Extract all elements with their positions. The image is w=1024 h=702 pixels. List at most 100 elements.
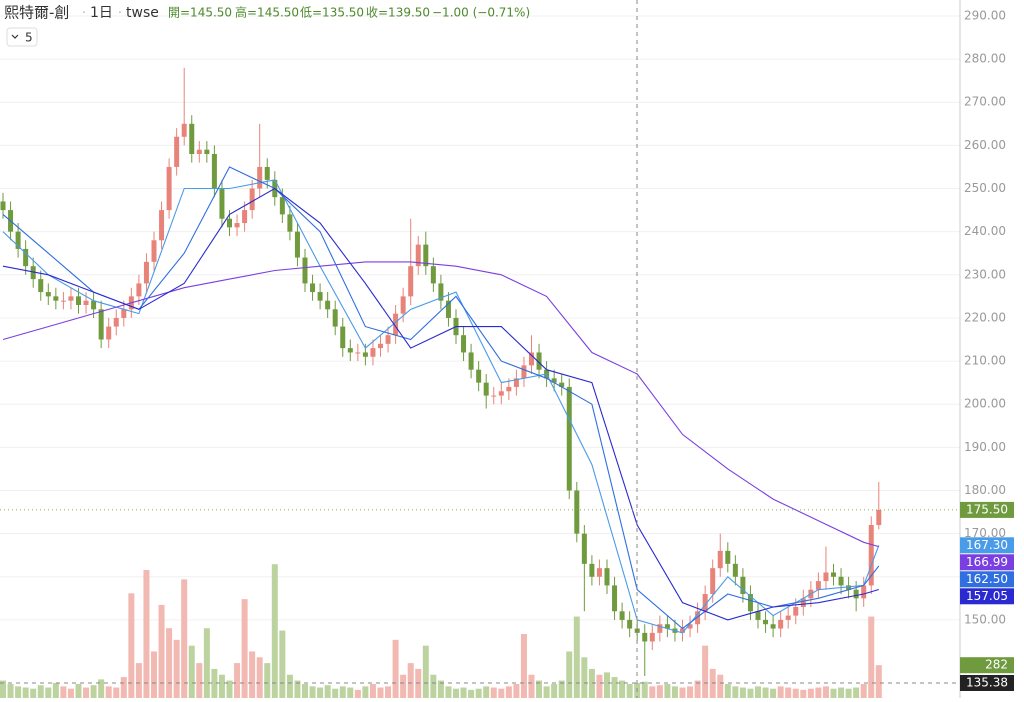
candle-body <box>30 266 36 280</box>
ma-line <box>2 187 879 621</box>
volume-bar <box>558 680 565 698</box>
candle-body <box>15 231 21 249</box>
volume-bar <box>505 686 512 698</box>
y-tick-label: 270.00 <box>964 95 1006 109</box>
candle-body <box>393 313 399 336</box>
ma-layer <box>2 166 880 634</box>
ma-value-label-bg <box>960 554 1014 571</box>
volume-bar <box>98 679 105 698</box>
header: 熙特爾-創 · 1日 · twse 開=145.50 高=145.50 低=13… <box>4 4 530 47</box>
volume-bar <box>279 630 286 698</box>
exchange: twse <box>126 5 159 21</box>
volume-bar <box>739 687 746 698</box>
candle-body <box>279 197 285 215</box>
volume-bar <box>271 564 278 698</box>
volume-bar <box>135 663 142 698</box>
ma-line <box>2 179 880 634</box>
volume-bar <box>619 680 626 698</box>
candle-body <box>732 563 738 577</box>
candle-body <box>566 386 572 491</box>
y-tick-label: 280.00 <box>964 52 1006 66</box>
volume-bar <box>158 604 165 698</box>
volume-bar <box>822 686 829 698</box>
open: 開=145.50 <box>168 6 232 20</box>
high: 高=145.50 <box>235 5 299 20</box>
candle-body <box>408 266 414 297</box>
volume-bar <box>573 616 580 698</box>
volume-bar <box>453 688 459 698</box>
crosshair-label-bg <box>960 674 1014 691</box>
volume-bar <box>400 674 407 698</box>
volume-bar <box>687 686 694 698</box>
volume-bar <box>543 686 550 698</box>
candle-body <box>800 598 806 607</box>
volume-bar <box>656 685 663 698</box>
volume-bar <box>717 674 724 698</box>
separator: · <box>118 6 122 20</box>
candle-body <box>506 386 512 392</box>
candle-body <box>257 166 263 189</box>
y-tick-label: 190.00 <box>964 440 1006 454</box>
volume-bar <box>60 686 67 698</box>
ma-value-label: 167.30 <box>966 538 1008 552</box>
volume-bar <box>422 645 429 698</box>
separator: · <box>82 6 86 20</box>
chevron-icon <box>11 34 19 39</box>
ma-value-label: 166.99 <box>966 555 1008 569</box>
volume-bar <box>596 674 603 698</box>
crosshair-label: 135.38 <box>966 675 1008 689</box>
candle-body <box>181 123 187 137</box>
candle-body <box>136 283 142 297</box>
candle-body <box>287 214 293 232</box>
candle-body <box>45 292 51 297</box>
volume-bar <box>626 684 633 698</box>
candle-body <box>211 154 217 189</box>
volume-bar <box>188 645 195 698</box>
candle-body <box>627 619 633 629</box>
volume-bar <box>566 651 573 698</box>
candle-body <box>438 283 444 301</box>
volume-bar <box>90 685 97 698</box>
candle-body <box>649 632 655 642</box>
symbol: 熙特爾-創 <box>4 4 69 22</box>
candle-body <box>400 296 406 314</box>
volume-bar <box>830 688 837 698</box>
volume-bar <box>679 687 686 698</box>
volume-bar <box>777 686 784 698</box>
candle-body <box>596 568 602 577</box>
y-tick-label: 210.00 <box>964 354 1006 368</box>
candle-body <box>83 300 89 305</box>
volume-bar <box>52 682 59 698</box>
volume-bar <box>249 651 256 698</box>
candle-body <box>189 123 195 155</box>
y-tick-label: 180.00 <box>964 483 1006 497</box>
candle-body <box>378 343 383 349</box>
candle-body <box>551 378 557 383</box>
candle-body <box>695 611 701 625</box>
volume-bar <box>838 687 845 698</box>
volume-bar <box>362 686 369 698</box>
candle-body <box>778 619 784 629</box>
candle-body <box>113 317 119 327</box>
volume-bar <box>536 680 543 698</box>
volume-bar <box>339 686 346 698</box>
ma-line <box>2 261 879 548</box>
candle-body <box>619 611 625 620</box>
volume-bar <box>113 687 120 698</box>
volume-bar <box>490 687 497 698</box>
candle-body <box>491 395 497 397</box>
ma-toggle[interactable] <box>6 27 38 47</box>
volume-bar <box>392 639 399 698</box>
volume-bar <box>181 579 188 698</box>
candle-body <box>589 563 595 577</box>
ma-value-label-bg <box>960 571 1014 588</box>
volume-bar <box>724 684 731 698</box>
volume-bar <box>332 688 339 698</box>
volume-bar <box>294 680 301 698</box>
candle-body <box>159 210 165 241</box>
candle-body <box>604 568 610 586</box>
candle-body <box>853 589 859 599</box>
candle-body <box>151 240 157 262</box>
volume-bar <box>747 688 754 698</box>
